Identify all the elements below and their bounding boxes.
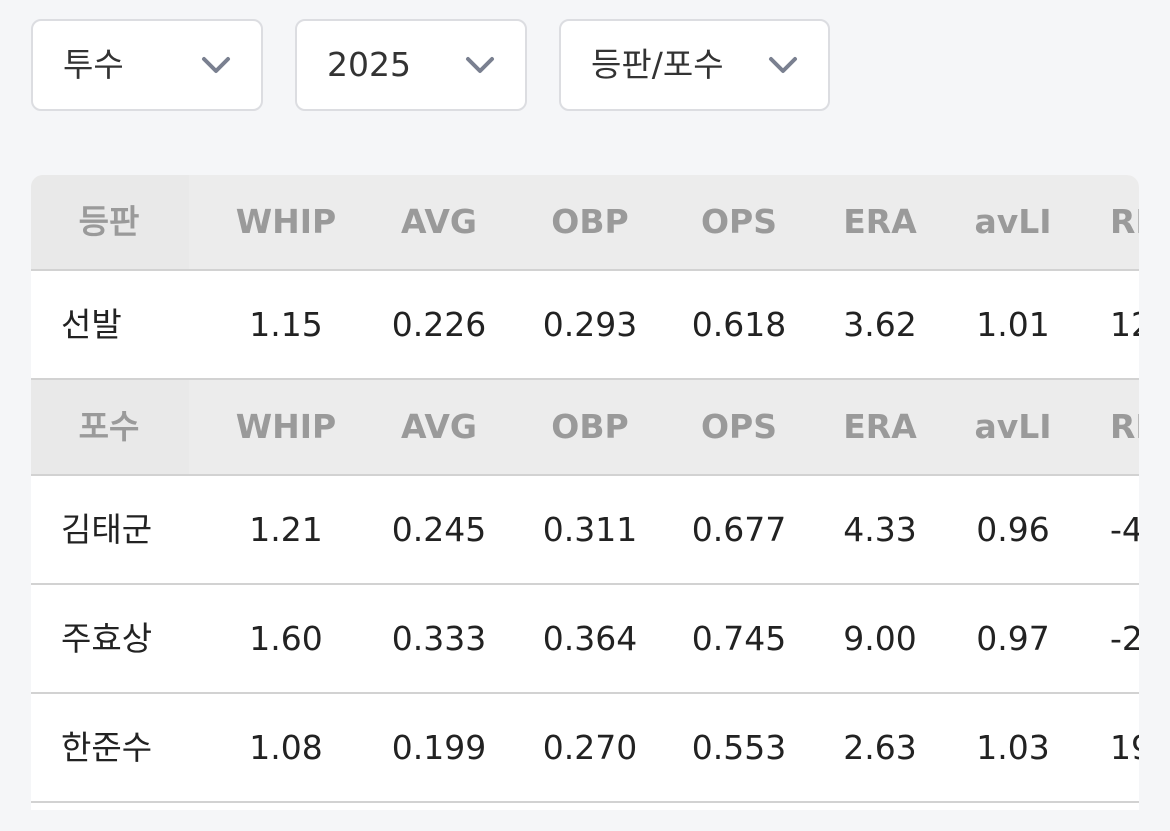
- row-label: 한준수: [61, 728, 153, 767]
- chevron-icon: [769, 57, 797, 73]
- column-header: 등판: [78, 202, 140, 241]
- stat-value: 0.96: [976, 510, 1050, 549]
- stat-value: -4: [1110, 510, 1139, 549]
- stats-table: 등판 WHIP AVG OBP OPS ERA avLI RE 선발 1.15 0.226 0.293…: [31, 175, 1139, 810]
- dropdown[interactable]: 등판/포수: [559, 19, 830, 111]
- column-header: OBP: [551, 202, 629, 241]
- stat-value: 0.97: [976, 619, 1050, 658]
- stat-value: 0.270: [542, 728, 638, 767]
- header-first-cell: [31, 175, 189, 269]
- stat-value: 0.245: [391, 510, 487, 549]
- stat-value: 1.15: [249, 305, 323, 344]
- stat-value: 1.08: [249, 728, 323, 767]
- data-row: 선발 1.15 0.226 0.293 0.618 3.62 1.01 12: [31, 271, 1139, 380]
- column-header: ERA: [843, 407, 917, 446]
- data-row: 김태군 1.21 0.245 0.311 0.677 4.33 0.96 -4: [31, 476, 1139, 585]
- stat-value: 1.60: [249, 619, 323, 658]
- column-header: avLI: [974, 407, 1052, 446]
- stat-value: 0.677: [691, 510, 787, 549]
- stat-value: 0.553: [691, 728, 787, 767]
- stat-value: 0.364: [542, 619, 638, 658]
- stat-value: 4.33: [843, 510, 917, 549]
- data-row: 한준수 1.08 0.199 0.270 0.553 2.63 1.03 19: [31, 694, 1139, 803]
- stat-value: 0.618: [691, 305, 787, 344]
- chevron-icon: [466, 57, 494, 73]
- dropdown[interactable]: 투수: [31, 19, 263, 111]
- column-header: OPS: [700, 202, 778, 241]
- stat-value: 1.01: [976, 305, 1050, 344]
- column-header: 포수: [78, 407, 140, 446]
- row-label: 선발: [61, 305, 122, 344]
- chevron-icon: [202, 57, 230, 73]
- column-header: RE: [1110, 202, 1139, 241]
- stat-value: 1.21: [249, 510, 323, 549]
- stat-value: 0.293: [542, 305, 638, 344]
- column-header: RE: [1110, 407, 1139, 446]
- stat-value: 0.199: [391, 728, 487, 767]
- column-header: AVG: [401, 202, 477, 241]
- stat-value: 0.333: [391, 619, 487, 658]
- dropdown[interactable]: 2025: [295, 19, 527, 111]
- dropdown-label: 등판/포수: [591, 45, 724, 84]
- stat-value: 19: [1110, 728, 1139, 767]
- dropdown-label: 2025: [327, 45, 411, 84]
- column-header: AVG: [401, 407, 477, 446]
- stat-value: 0.226: [391, 305, 487, 344]
- header-row: 포수 WHIP AVG OBP OPS ERA avLI RE: [31, 380, 1139, 476]
- stat-value: 9.00: [843, 619, 917, 658]
- stat-value: 0.311: [542, 510, 638, 549]
- column-header: WHIP: [235, 407, 337, 446]
- stat-value: 0.745: [691, 619, 787, 658]
- stat-value: 2.63: [843, 728, 917, 767]
- header-row: 등판 WHIP AVG OBP OPS ERA avLI RE: [31, 175, 1139, 271]
- stat-value: 12: [1110, 305, 1139, 344]
- stat-value: 3.62: [843, 305, 917, 344]
- column-header: avLI: [974, 202, 1052, 241]
- column-header: WHIP: [235, 202, 337, 241]
- data-row: 주효상 1.60 0.333 0.364 0.745 9.00 0.97 -2: [31, 585, 1139, 694]
- row-label: 주효상: [61, 619, 153, 658]
- row-label: 김태군: [61, 510, 153, 549]
- column-header: ERA: [843, 202, 917, 241]
- dropdown-label: 투수: [63, 45, 124, 84]
- stat-value: 1.03: [976, 728, 1050, 767]
- column-header: OBP: [551, 407, 629, 446]
- stat-value: -2: [1110, 619, 1139, 658]
- column-header: OPS: [700, 407, 778, 446]
- header-first-cell: [31, 380, 189, 474]
